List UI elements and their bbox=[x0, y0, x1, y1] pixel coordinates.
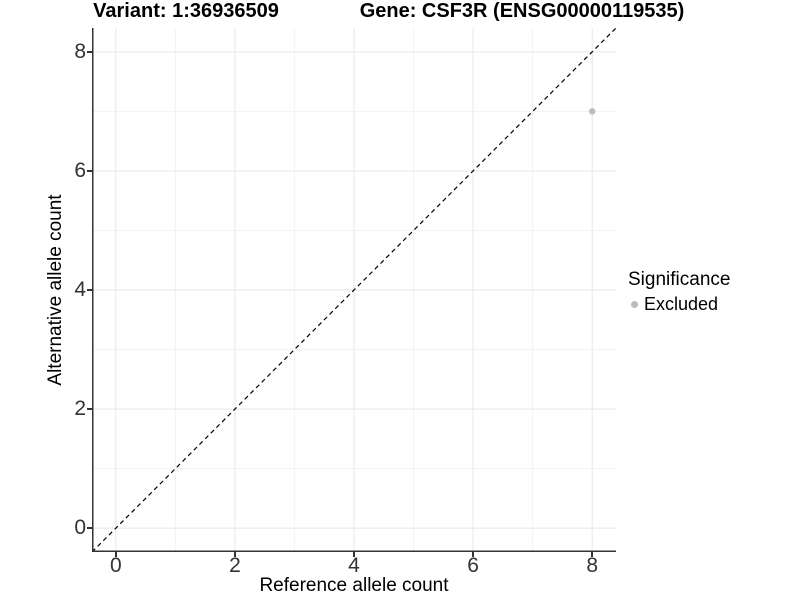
x-tick-label: 0 bbox=[109, 554, 122, 577]
plot-panel bbox=[92, 28, 616, 552]
y-tick-label: 2 bbox=[74, 397, 86, 421]
plot-title-variant: Variant: 1:36936509 bbox=[93, 0, 279, 22]
y-tick-label: 8 bbox=[74, 39, 86, 63]
data-point bbox=[588, 108, 596, 115]
x-tick-label: 8 bbox=[586, 554, 599, 577]
plot-title-gene: Gene: CSF3R (ENSG00000119535) bbox=[359, 0, 685, 22]
x-axis-title: Reference allele count bbox=[259, 575, 449, 596]
identity-line bbox=[92, 28, 616, 552]
plot-area-svg bbox=[92, 28, 616, 552]
x-tick-mark bbox=[234, 552, 236, 557]
x-tick-label: 2 bbox=[229, 554, 241, 577]
x-tick-mark bbox=[353, 552, 355, 557]
x-tick-mark bbox=[472, 552, 474, 557]
legend-title: Significance bbox=[628, 269, 731, 290]
legend-item-excluded: Excluded bbox=[628, 293, 730, 315]
y-tick-label: 0 bbox=[74, 516, 86, 540]
x-tick-mark bbox=[115, 552, 117, 557]
y-tick-label: 6 bbox=[74, 158, 86, 182]
legend-point-icon bbox=[631, 300, 638, 308]
x-tick-mark bbox=[591, 552, 593, 557]
legend: Significance Excluded bbox=[628, 268, 730, 315]
x-tick-label: 6 bbox=[467, 554, 479, 577]
y-axis-title: Alternative allele count bbox=[45, 194, 66, 386]
legend-item-label: Excluded bbox=[644, 294, 719, 314]
